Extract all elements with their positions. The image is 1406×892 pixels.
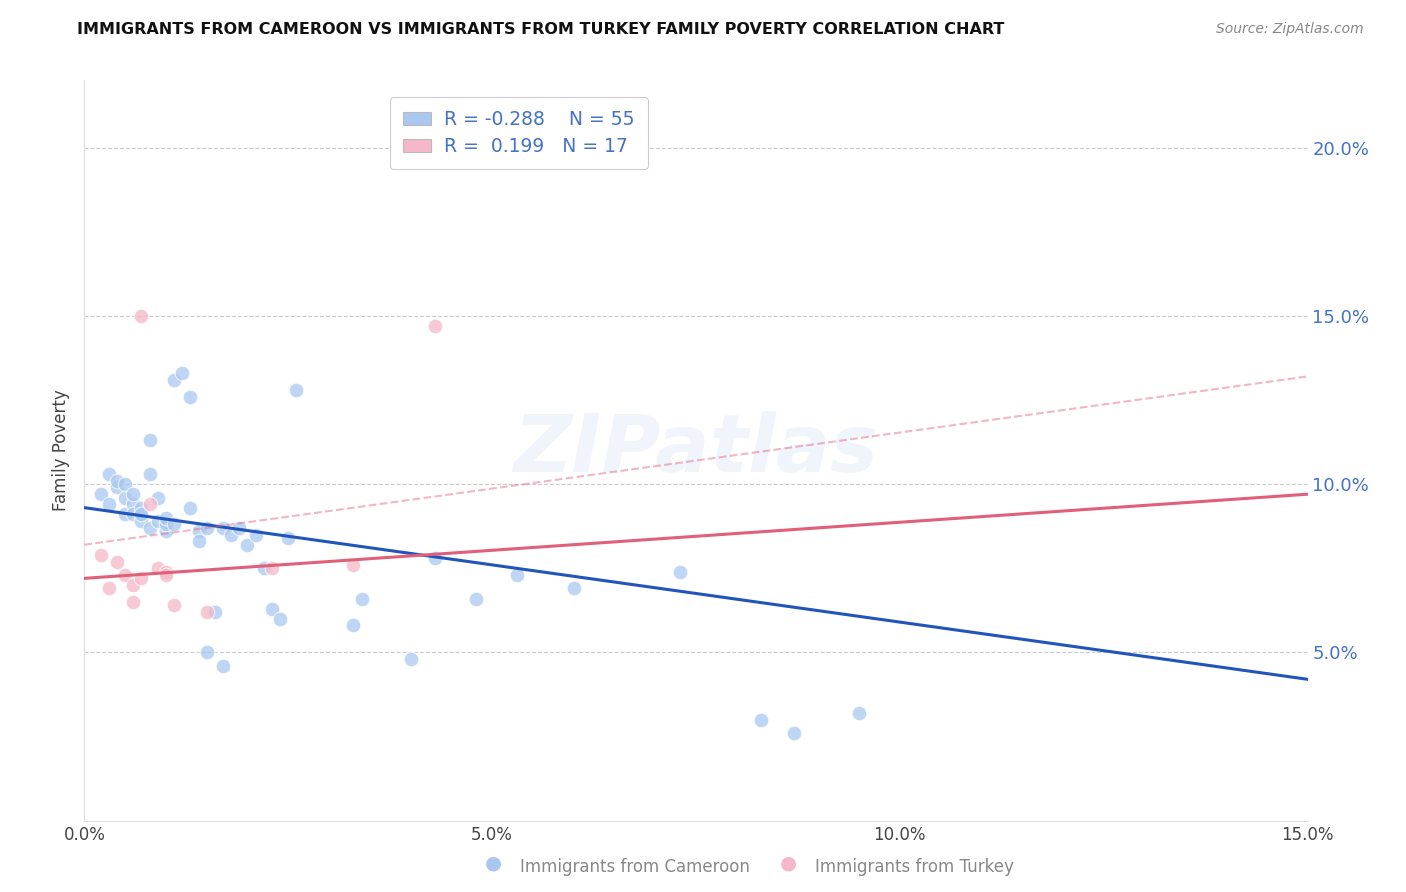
Point: [423, 551, 446, 566]
Point: [260, 601, 283, 615]
Point: [219, 527, 242, 541]
Point: [114, 508, 136, 522]
Point: [172, 366, 194, 380]
Text: ●: ●: [485, 854, 502, 872]
Point: [163, 517, 186, 532]
Point: [155, 568, 177, 582]
Point: [269, 612, 291, 626]
Point: [146, 514, 169, 528]
Point: [131, 309, 153, 323]
Point: [146, 561, 169, 575]
Point: [97, 497, 120, 511]
Point: [131, 514, 153, 528]
Point: [138, 467, 160, 481]
Point: [350, 591, 373, 606]
Point: [187, 524, 209, 539]
Point: [163, 373, 186, 387]
Point: [749, 713, 772, 727]
Point: [155, 510, 177, 524]
Point: [195, 605, 218, 619]
Point: [260, 561, 283, 575]
Point: [122, 578, 145, 592]
Point: [342, 618, 364, 632]
Point: [277, 531, 299, 545]
Point: [155, 565, 177, 579]
Point: [90, 487, 112, 501]
Point: [114, 568, 136, 582]
Point: [212, 521, 235, 535]
Point: [204, 605, 226, 619]
Point: [105, 480, 128, 494]
Text: ZIPatlas: ZIPatlas: [513, 411, 879, 490]
Text: Immigrants from Cameroon: Immigrants from Cameroon: [520, 858, 749, 876]
Point: [612, 154, 634, 169]
Point: [187, 534, 209, 549]
Point: [399, 652, 422, 666]
Point: [179, 500, 201, 515]
Point: [423, 318, 446, 333]
Point: [155, 524, 177, 539]
Point: [253, 561, 276, 575]
Point: [122, 497, 145, 511]
Point: [138, 497, 160, 511]
Point: [122, 487, 145, 501]
Point: [131, 500, 153, 515]
Text: Source: ZipAtlas.com: Source: ZipAtlas.com: [1216, 22, 1364, 37]
Text: Immigrants from Turkey: Immigrants from Turkey: [815, 858, 1014, 876]
Point: [848, 706, 870, 720]
Point: [114, 491, 136, 505]
Point: [105, 474, 128, 488]
Point: [195, 645, 218, 659]
Point: [131, 508, 153, 522]
Text: IMMIGRANTS FROM CAMEROON VS IMMIGRANTS FROM TURKEY FAMILY POVERTY CORRELATION CH: IMMIGRANTS FROM CAMEROON VS IMMIGRANTS F…: [77, 22, 1005, 37]
Point: [342, 558, 364, 572]
Point: [668, 565, 690, 579]
Point: [245, 527, 267, 541]
Legend: R = -0.288    N = 55, R =  0.199   N = 17: R = -0.288 N = 55, R = 0.199 N = 17: [389, 97, 648, 169]
Point: [122, 595, 145, 609]
Y-axis label: Family Poverty: Family Poverty: [52, 390, 70, 511]
Point: [146, 491, 169, 505]
Point: [228, 521, 250, 535]
Point: [114, 477, 136, 491]
Point: [122, 508, 145, 522]
Point: [562, 582, 585, 596]
Point: [138, 434, 160, 448]
Point: [138, 521, 160, 535]
Point: [212, 658, 235, 673]
Point: [163, 599, 186, 613]
Text: ●: ●: [780, 854, 797, 872]
Point: [131, 571, 153, 585]
Point: [285, 383, 308, 397]
Point: [783, 726, 806, 740]
Point: [505, 568, 527, 582]
Point: [464, 591, 486, 606]
Point: [155, 517, 177, 532]
Point: [236, 538, 259, 552]
Point: [195, 521, 218, 535]
Point: [97, 467, 120, 481]
Point: [97, 582, 120, 596]
Point: [179, 390, 201, 404]
Point: [105, 554, 128, 569]
Point: [90, 548, 112, 562]
